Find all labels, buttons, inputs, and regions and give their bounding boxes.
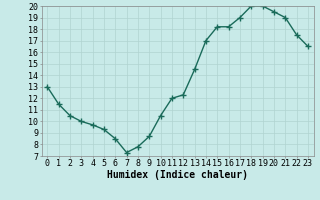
X-axis label: Humidex (Indice chaleur): Humidex (Indice chaleur) [107,170,248,180]
